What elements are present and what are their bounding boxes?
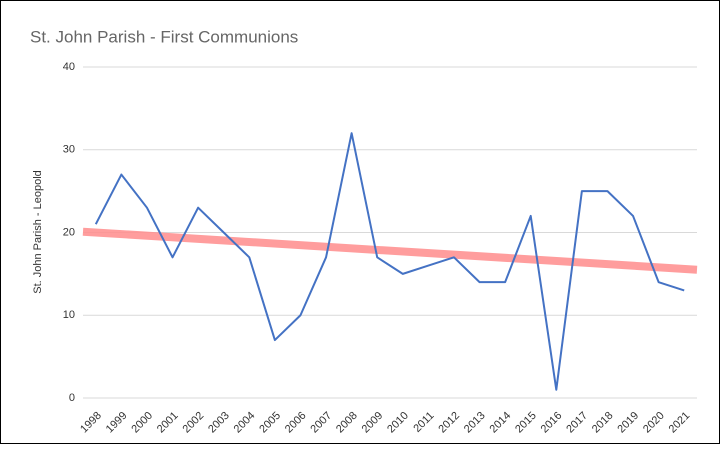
trendline bbox=[82, 227, 698, 274]
chart-title: St. John Parish - First Communions bbox=[30, 27, 298, 46]
y-tick-label: 10 bbox=[63, 309, 75, 321]
data-line bbox=[94, 132, 685, 391]
y-axis-label: St. John Parish - Leopold bbox=[32, 170, 44, 294]
y-tick-label: 0 bbox=[69, 392, 75, 404]
y-tick-label: 20 bbox=[63, 226, 75, 238]
y-tick-label: 30 bbox=[63, 144, 75, 156]
y-tick-label: 40 bbox=[63, 61, 75, 73]
